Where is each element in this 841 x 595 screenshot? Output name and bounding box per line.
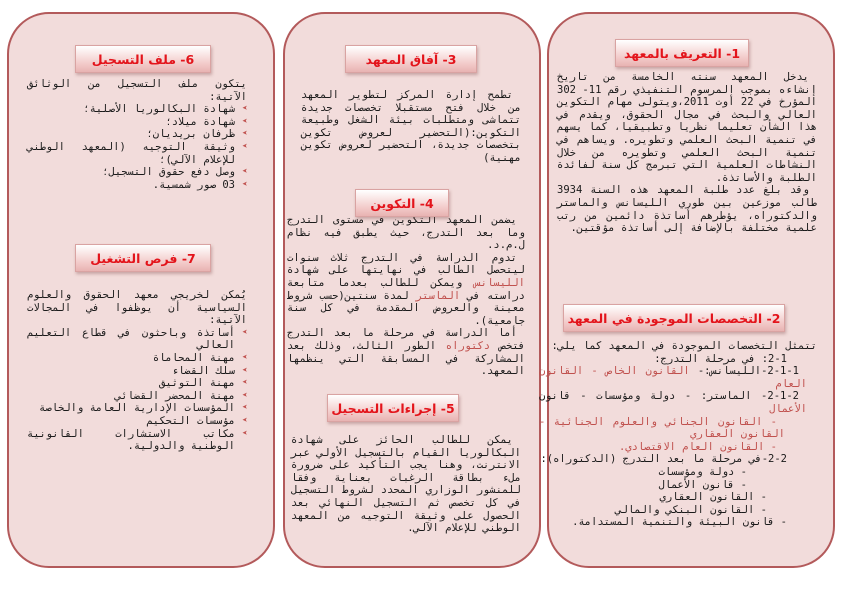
section-title-employment: 7- فرص التشغيل — [75, 244, 211, 272]
text-segment: ويمكن للطالب بعدما متابعة دراسته في — [287, 276, 526, 302]
paragraph: تدوم الدراسة في التدرج ثلاث سنوات ليتحصل… — [287, 252, 525, 328]
text-segment: وقد بلغ عدد طلبة المعهد هذه السنة 3934 ط… — [557, 184, 817, 235]
employment-intro: يُمكن لخريجي معهد الحقوق والعلوم السياسي… — [27, 289, 247, 327]
paragraph: - القانون العقاري — [539, 491, 825, 504]
panel-prospects-training-procedures: 3- آفاق المعهد تطمح إدارة المركز لتطوير … — [283, 12, 541, 568]
section-title-training: 4- التكوين — [355, 189, 449, 217]
highlighted-text: الليسانس — [474, 276, 525, 289]
paragraph: - القانون البنكي والمالي — [539, 504, 825, 517]
text-segment: أما الدراسة في مرحلة ما بعد التدرج فتخص — [287, 327, 525, 352]
specializations-body: تتمثل التخصصات الموجودة في المعهد كما يل… — [539, 340, 825, 529]
highlighted-text: الماستر — [415, 289, 461, 302]
training-body: يضمن المعهد التكوين في مستوى التدرج وما … — [287, 214, 525, 378]
text-segment: - دولة ومؤسسات — [658, 465, 747, 478]
section-title-institute-intro: 1- التعريف بالمعهد — [615, 39, 749, 67]
list-item: مؤسسات التحكيم — [27, 415, 247, 428]
paragraph: - قانون الأعمال — [539, 479, 825, 492]
text-segment: الطور الثالث، وذلك بعد المشاركة في المسا… — [287, 339, 525, 378]
text-segment: 2-2-في مرحلة ما بعد التدرج (الدكتوراه): — [540, 453, 787, 466]
paragraph: يضمن المعهد التكوين في مستوى التدرج وما … — [287, 214, 525, 252]
list-item: مهنة التوثيق — [27, 377, 247, 390]
list-item: 03 صور شمسية. — [27, 179, 247, 192]
registration-procedures-body: يمكن للطالب الحائز على شهادة البكالوريا … — [291, 434, 521, 535]
text-segment: يمكن للطالب الحائز على شهادة البكالوريا … — [291, 434, 521, 535]
highlighted-text: - القانون الجنائي والعلوم الجنائية - الق… — [539, 415, 785, 441]
paragraph: - القانون العام الاقتصادي. — [539, 441, 825, 454]
institute-intro-body: يدخل المعهد سنته الخامسة من تاريخ إنشاءه… — [557, 71, 817, 235]
list-item: شهادة ميلاد؛ — [27, 116, 247, 129]
paragraph: وقد بلغ عدد طلبة المعهد هذه السنة 3934 ط… — [557, 184, 817, 234]
paragraph: أما الدراسة في مرحلة ما بعد التدرج فتخص … — [287, 327, 525, 377]
highlighted-text: دكتوراه — [445, 339, 491, 352]
text-segment: 2-1-1-الليسانس:- — [689, 365, 799, 378]
text-segment: 2-1: في مرحلة التدرج: — [654, 352, 787, 365]
highlighted-text: - القانون العام الاقتصادي. — [618, 440, 777, 453]
text-segment: تطمح إدارة المركز لتطوير المعهد من خلال … — [301, 89, 521, 164]
prospects-body: تطمح إدارة المركز لتطوير المعهد من خلال … — [301, 89, 521, 165]
paragraph: يدخل المعهد سنته الخامسة من تاريخ إنشاءه… — [557, 71, 817, 184]
paragraph: تطمح إدارة المركز لتطوير المعهد من خلال … — [301, 89, 521, 165]
list-item: وثيقة التوجيه (المعهد الوطني للإعلام الآ… — [27, 141, 247, 166]
paragraph: - دولة ومؤسسات — [539, 466, 825, 479]
paragraph: 2-2-في مرحلة ما بعد التدرج (الدكتوراه): — [539, 453, 825, 466]
paragraph: - القانون الجنائي والعلوم الجنائية - الق… — [539, 416, 825, 441]
text-segment: تتمثل التخصصات الموجودة في المعهد كما يل… — [551, 340, 817, 352]
highlighted-text: الأعمال — [769, 402, 807, 415]
list-item: المؤسسات الإدارية العامة والخاصة — [27, 402, 247, 415]
list-item: سلك القضاء — [27, 365, 247, 378]
panel-institute-intro-specializations: 1- التعريف بالمعهد يدخل المعهد سنته الخا… — [539, 12, 835, 568]
text-segment: - القانون البنكي والمالي — [615, 503, 767, 516]
text-segment: - قانون البيئة والتنمية المستدامة. — [572, 516, 787, 529]
paragraph: 2-1-2- الماستر: - دولة ومؤسسات - قانون ا… — [539, 390, 825, 415]
text-segment: 2-1-2- الماستر: - دولة ومؤسسات - قانون — [539, 390, 799, 403]
list-item: شهادة البكالوريا الأصلية؛ — [27, 103, 247, 116]
text-segment: لمدة سنتين(حسب شروط معينة والعروض المقدم… — [287, 289, 525, 327]
list-item: مهنة المحاماة — [27, 352, 247, 365]
text-segment: يدخل المعهد سنته الخامسة من تاريخ إنشاءه… — [557, 71, 818, 184]
registration-file-list: شهادة البكالوريا الأصلية؛شهادة ميلاد؛ظرف… — [27, 103, 247, 191]
list-item: مكاتب الاستشارات القانونية الوطنية والدو… — [27, 428, 247, 453]
list-item: ظرفان بريديان؛ — [27, 128, 247, 141]
paragraph: 2-1: في مرحلة التدرج: — [539, 353, 825, 366]
employment-list: أساتذة وباحثون في قطاع التعليم العاليمهن… — [27, 327, 247, 453]
list-item: أساتذة وباحثون في قطاع التعليم العالي — [27, 327, 247, 352]
text-segment: - القانون العقاري — [659, 491, 767, 504]
highlighted-text: القانون الخاص - القانون العام — [539, 365, 807, 390]
paragraph: 2-1-1-الليسانس:- القانون الخاص - القانون… — [539, 365, 825, 390]
text-segment: - قانون الأعمال — [658, 478, 747, 491]
text-segment: يضمن المعهد التكوين في مستوى التدرج وما … — [287, 214, 525, 252]
paragraph: يمكن للطالب الحائز على شهادة البكالوريا … — [291, 434, 521, 535]
registration-file-body: يتكون ملف التسجيل من الوثائق الآتية: شها… — [27, 78, 247, 191]
list-item: وصل دفع حقوق التسجيل؛ — [27, 166, 247, 179]
section-title-registration-procedures: 5- إجراءات التسجيل — [327, 394, 459, 422]
text-segment: تدوم الدراسة في التدرج ثلاث سنوات ليتحصل… — [287, 251, 525, 277]
section-title-registration-file: 6- ملف التسجيل — [75, 45, 211, 73]
registration-file-intro: يتكون ملف التسجيل من الوثائق الآتية: — [27, 78, 247, 103]
list-item: مهنة المحضر القضائي — [27, 390, 247, 403]
panel-registration-employment: 6- ملف التسجيل يتكون ملف التسجيل من الوث… — [7, 12, 275, 568]
section-title-prospects: 3- آفاق المعهد — [345, 45, 477, 73]
paragraph: - قانون البيئة والتنمية المستدامة. — [539, 516, 825, 529]
section-title-specializations: 2- التخصصات الموجودة في المعهد — [563, 304, 785, 332]
employment-body: يُمكن لخريجي معهد الحقوق والعلوم السياسي… — [27, 289, 247, 453]
paragraph: تتمثل التخصصات الموجودة في المعهد كما يل… — [539, 340, 825, 353]
